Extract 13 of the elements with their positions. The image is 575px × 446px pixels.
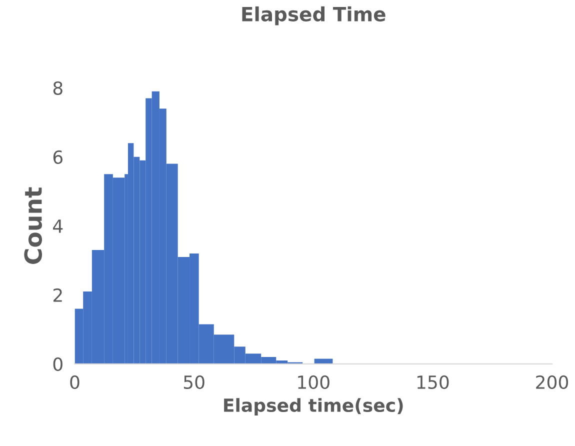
- y-tick-label: 4: [53, 220, 63, 233]
- x-tick-label: 100: [298, 375, 330, 390]
- x-tick-label: 200: [536, 375, 568, 390]
- y-tick-label: 2: [53, 288, 62, 302]
- y-tick-label: 8: [53, 81, 62, 95]
- x-tick-label: 50: [184, 375, 204, 390]
- x-tick-label: 0: [70, 375, 80, 390]
- chart-title: Elapsed Time: [242, 6, 386, 26]
- y-tick-label: 0: [53, 357, 62, 372]
- y-axis-title: Count: [24, 187, 42, 264]
- x-axis-title: Elapsed time(sec): [224, 398, 403, 416]
- x-tick-label: 150: [417, 375, 449, 390]
- y-tick-label: 6: [53, 150, 62, 164]
